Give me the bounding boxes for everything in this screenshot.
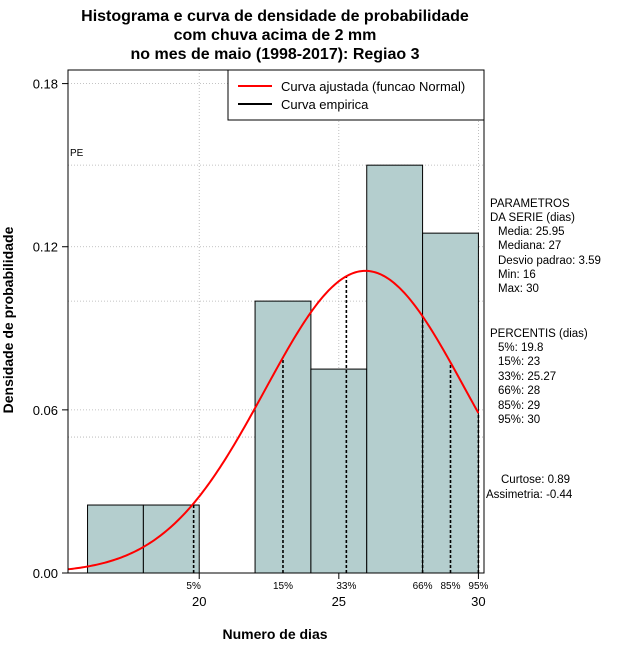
param-max: Max: 30: [498, 283, 539, 295]
percentile-label: 5%: [186, 581, 201, 592]
legend-box: [227, 69, 485, 121]
percentil-66: 66%: 28: [498, 385, 540, 397]
percentile-label: 33%: [336, 581, 356, 592]
percentil-15: 15%: 23: [498, 356, 540, 368]
y-tick-label: 0.12: [33, 240, 58, 255]
percentile-label: 95%: [468, 581, 488, 592]
percentile-markers: 5% 15% 33% 66% 85% 95%: [186, 276, 489, 592]
percentile-label: 85%: [440, 581, 460, 592]
percentil-33: 33%: 25.27: [498, 371, 556, 383]
y-axis-title: Densidade de probabilidade: [0, 226, 16, 413]
x-tick-label: 25: [332, 594, 346, 609]
param-media: Media: 25.95: [498, 226, 565, 238]
histogram-bar: [366, 164, 424, 574]
curtose: Curtose: 0.89: [501, 474, 570, 486]
histogram-bar: [87, 504, 144, 574]
x-tick-label: 30: [471, 594, 485, 609]
histogram-bar: [142, 504, 200, 574]
y-tick-label: 0.00: [33, 566, 58, 581]
param-min: Min: 16: [498, 269, 536, 281]
chart-title-line-2: com chuva acima de 2 mm: [174, 27, 377, 44]
reference-label: PE: [70, 148, 84, 159]
chart-title-line-1: Histograma e curva de densidade de proba…: [81, 8, 469, 25]
percentile-label: 66%: [413, 581, 433, 592]
chart-title-line-3: no mes de maio (1998-2017): Regiao 3: [131, 46, 420, 63]
legend-label-fitted: Curva ajustada (funcao Normal): [281, 79, 465, 94]
side-panel: PARAMETROS DA SERIE (dias) Media: 25.95 …: [486, 198, 601, 501]
params-title-line-1: PARAMETROS: [490, 198, 570, 210]
percentis-title: PERCENTIS (dias): [490, 328, 588, 340]
legend: Curva ajustada (funcao Normal) Curva emp…: [227, 69, 485, 121]
assimetria: Assimetria: -0.44: [486, 489, 573, 501]
param-mediana: Mediana: 27: [498, 240, 561, 252]
legend-label-empirical: Curva empirica: [281, 97, 369, 112]
percentil-95: 95%: 30: [498, 414, 540, 426]
density-curve: [67, 269, 480, 571]
x-axis-title: Numero de dias: [222, 626, 327, 642]
histogram-bars: [87, 164, 479, 574]
param-desvio: Desvio padrao: 3.59: [498, 255, 601, 267]
percentil-85: 85%: 29: [498, 400, 540, 412]
y-tick-label: 0.06: [33, 403, 58, 418]
params-title-line-2: DA SERIE (dias): [490, 212, 575, 224]
x-tick-label: 20: [192, 594, 206, 609]
fitted-normal-curve: [67, 269, 480, 571]
percentil-5: 5%: 19.8: [498, 342, 543, 354]
y-tick-label: 0.18: [33, 77, 58, 92]
percentile-label: 15%: [273, 581, 293, 592]
histogram-bar: [310, 368, 368, 574]
